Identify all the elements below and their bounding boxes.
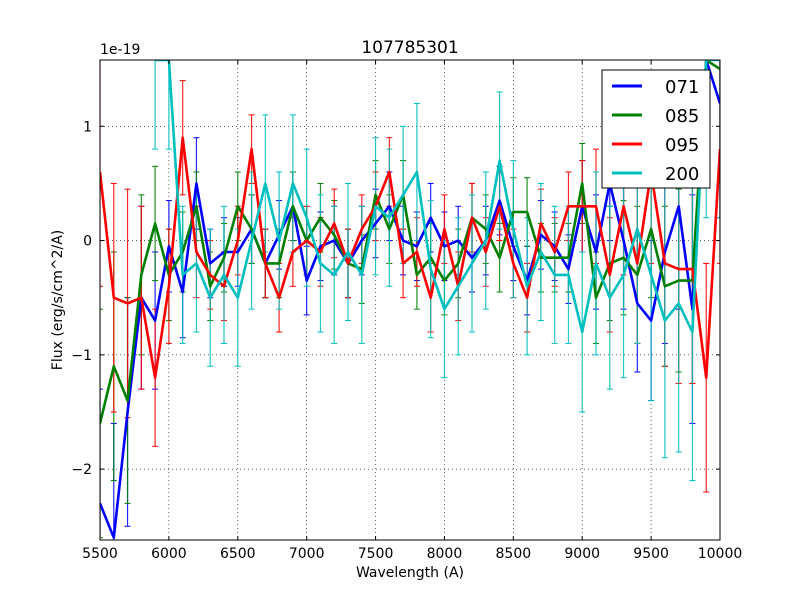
x-tick-label: 9000 <box>564 546 600 562</box>
x-tick-label: 8500 <box>496 546 532 562</box>
x-tick-label: 7000 <box>289 546 325 562</box>
y-tick-label: 1 <box>83 119 92 135</box>
y-offset-label: 1e-19 <box>100 42 140 58</box>
legend-box <box>601 69 711 189</box>
series-line-200 <box>155 60 720 334</box>
x-tick-label: 8000 <box>427 546 463 562</box>
y-tick-label: −1 <box>71 348 92 364</box>
x-tick-label: 6000 <box>151 546 187 562</box>
chart-title: 107785301 <box>361 38 458 58</box>
y-axis-label: Flux (erg/s/cm^2/A) <box>50 230 66 370</box>
x-tick-label: 9500 <box>633 546 669 562</box>
legend: 071 085 095 200 <box>601 69 711 189</box>
x-tick-label: 6500 <box>220 546 256 562</box>
series-line-095 <box>100 136 720 379</box>
legend-label-071: 071 <box>665 77 699 98</box>
series-group <box>100 60 720 540</box>
legend-label-095: 095 <box>665 135 699 156</box>
legend-label-085: 085 <box>665 106 699 127</box>
x-tick-label: 5500 <box>82 546 118 562</box>
series-line-085 <box>100 60 720 424</box>
legend-label-200: 200 <box>665 164 699 185</box>
axes-frame <box>99 59 721 541</box>
x-tick-label: 7500 <box>358 546 394 562</box>
ticks: 5500 6000 6500 7000 7500 8000 8500 9000 9500 1000… <box>71 60 742 562</box>
series-line-071 <box>100 60 720 539</box>
y-tick-label: 0 <box>83 234 92 250</box>
y-tick-label: −2 <box>71 462 92 478</box>
x-axis-label: Wavelength (A) <box>356 565 464 581</box>
x-tick-label: 10000 <box>698 546 743 562</box>
